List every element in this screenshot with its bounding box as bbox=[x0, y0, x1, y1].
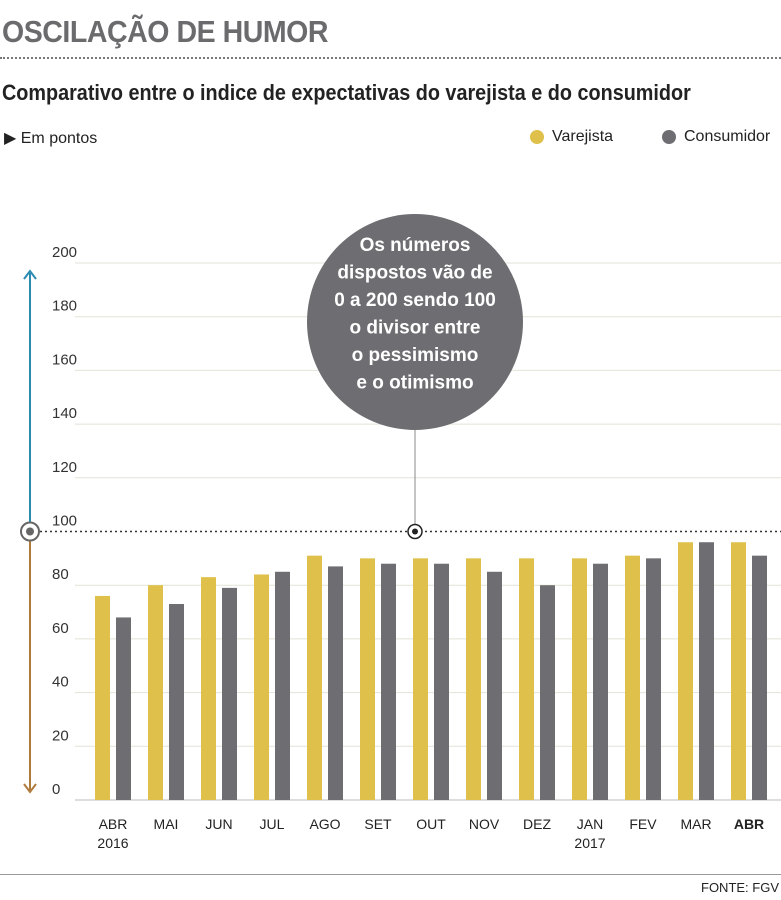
bar-consumidor bbox=[540, 585, 555, 800]
y-tick-label: 160 bbox=[52, 351, 77, 368]
legend-consumidor: Consumidor bbox=[662, 128, 770, 146]
y-tick-label: 40 bbox=[52, 674, 69, 691]
bar-consumidor bbox=[381, 563, 396, 800]
legend-label: Consumidor bbox=[684, 128, 771, 145]
bar-consumidor bbox=[752, 555, 767, 800]
x-tick-label: MAR bbox=[680, 816, 711, 832]
bar-varejista bbox=[572, 558, 587, 800]
bar-varejista bbox=[731, 542, 746, 800]
annotation-text: dispostos vão de bbox=[337, 263, 492, 284]
legend-varejista: Varejista bbox=[530, 128, 613, 146]
x-tick-label: ABR bbox=[99, 816, 128, 832]
bar-consumidor bbox=[434, 563, 449, 800]
x-tick-label: MAI bbox=[154, 816, 179, 832]
up-arrow-head-icon bbox=[23, 269, 37, 280]
x-tick-label: SET bbox=[364, 816, 392, 832]
annotation-text: o divisor entre bbox=[350, 318, 481, 339]
unit-text: Em pontos bbox=[20, 130, 98, 147]
chart-subtitle: Comparativo entre o indice de expectativ… bbox=[2, 80, 691, 105]
bottom-divider bbox=[0, 874, 781, 875]
y-tick-label: 80 bbox=[52, 566, 69, 583]
bar-consumidor bbox=[275, 571, 290, 800]
x-tick-label: JUN bbox=[205, 816, 232, 832]
annotation-marker-dot bbox=[412, 528, 418, 535]
x-tick-label: ABR bbox=[734, 816, 764, 832]
annotation-text: 0 a 200 sendo 100 bbox=[334, 290, 496, 311]
annotation-bubble bbox=[307, 214, 523, 430]
bar-consumidor bbox=[646, 558, 661, 800]
y-tick-label: 200 bbox=[52, 244, 77, 261]
reference-marker-dot bbox=[26, 527, 34, 536]
unit-label: ▶ Em pontos bbox=[4, 128, 97, 148]
down-arrow-head-icon bbox=[23, 783, 37, 794]
bar-consumidor bbox=[699, 542, 714, 800]
bar-varejista bbox=[307, 555, 322, 800]
bar-varejista bbox=[625, 555, 640, 800]
bar-consumidor bbox=[116, 617, 131, 800]
annotation-text: o pessimismo bbox=[352, 345, 479, 366]
source-label: FONTE: FGV bbox=[701, 880, 779, 895]
x-tick-label: NOV bbox=[469, 816, 500, 832]
legend-swatch-consumidor bbox=[662, 130, 676, 144]
y-tick-label: 0 bbox=[52, 781, 60, 798]
chart-title: OSCILAÇÃO DE HUMOR bbox=[2, 14, 329, 49]
bar-chart: 0 20 40 60 80 100 120 140 160 180 200 ABR 2016 MAI JUN… bbox=[20, 214, 781, 851]
bar-consumidor bbox=[593, 563, 608, 800]
annotation-text: Os números bbox=[360, 235, 471, 256]
y-tick-label: 20 bbox=[52, 727, 69, 744]
bar-varejista bbox=[413, 558, 428, 800]
y-tick-label: 140 bbox=[52, 405, 77, 422]
x-tick-label: JAN bbox=[577, 816, 603, 832]
bar-consumidor bbox=[328, 566, 343, 800]
x-tick-label: FEV bbox=[629, 816, 657, 832]
x-tick-year: 2016 bbox=[97, 835, 128, 851]
bar-varejista bbox=[678, 542, 693, 800]
bar-consumidor bbox=[169, 603, 184, 800]
bar-varejista bbox=[360, 558, 375, 800]
y-tick-label: 60 bbox=[52, 620, 69, 637]
y-tick-label: 120 bbox=[52, 459, 77, 476]
x-tick-label: OUT bbox=[416, 816, 446, 832]
legend-label: Varejista bbox=[552, 128, 614, 145]
y-tick-label: 180 bbox=[52, 298, 77, 315]
bar-varejista bbox=[254, 574, 269, 800]
bar-varejista bbox=[148, 585, 163, 800]
bar-consumidor bbox=[222, 587, 237, 800]
y-tick-label: 100 bbox=[52, 513, 77, 530]
bar-varejista bbox=[201, 577, 216, 800]
legend-swatch-varejista bbox=[530, 130, 544, 144]
bar-varejista bbox=[95, 595, 110, 800]
bar-varejista bbox=[519, 558, 534, 800]
x-tick-year: 2017 bbox=[574, 835, 605, 851]
bar-consumidor bbox=[487, 571, 502, 800]
annotation-text: e o otimismo bbox=[356, 373, 473, 394]
triangle-icon: ▶ bbox=[4, 130, 21, 147]
title-divider bbox=[0, 57, 781, 59]
bar-varejista bbox=[466, 558, 481, 800]
x-tick-label: AGO bbox=[309, 816, 340, 832]
x-tick-label: DEZ bbox=[523, 816, 551, 832]
x-tick-label: JUL bbox=[260, 816, 285, 832]
